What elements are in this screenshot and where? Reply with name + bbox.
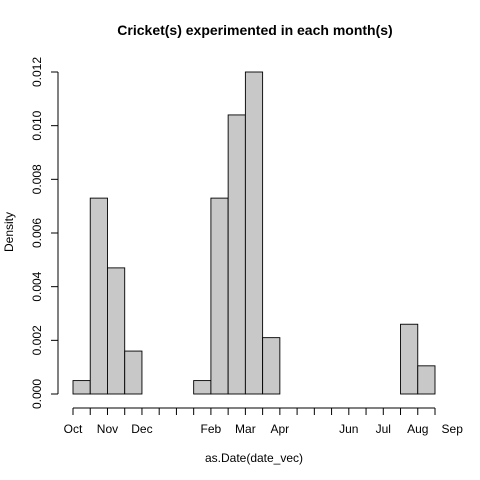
- histogram-bar-9: [227, 114, 246, 395]
- x-tick-label-sep: Sep: [442, 422, 464, 436]
- y-tick-label-3: 0.006: [30, 218, 44, 248]
- x-tick-label-dec: Dec: [131, 422, 152, 436]
- y-axis: 0.000 0.002 0.004 0.006 0.008 0.010 0.012: [30, 57, 59, 409]
- histogram-bar-7: [193, 380, 212, 395]
- histogram-bar-20: [417, 365, 436, 395]
- histogram-bar-2: [107, 267, 126, 395]
- histogram-bar-8: [210, 197, 229, 395]
- x-tick-label-jun: Jun: [339, 422, 358, 436]
- y-tick-label-2: 0.004: [30, 271, 44, 301]
- histogram-bar-1: [89, 197, 108, 395]
- y-tick-label-6: 0.012: [30, 57, 44, 87]
- x-axis-label: as.Date(date_vec): [205, 451, 303, 465]
- x-tick-label-jul: Jul: [376, 422, 391, 436]
- histogram-bar-19: [400, 323, 419, 395]
- y-tick-label-5: 0.010: [30, 110, 44, 140]
- x-tick-label-aug: Aug: [407, 422, 428, 436]
- y-tick-label-1: 0.002: [30, 325, 44, 355]
- histogram-bar-0: [72, 380, 91, 395]
- y-axis-label: Density: [2, 212, 16, 252]
- histogram-bar-10: [244, 71, 264, 395]
- x-tick-label-oct: Oct: [64, 422, 83, 436]
- x-tick-label-feb: Feb: [201, 422, 222, 436]
- bars-group: [72, 71, 436, 395]
- x-tick-label-mar: Mar: [235, 422, 256, 436]
- x-tick-label-apr: Apr: [271, 422, 290, 436]
- x-axis: Oct Nov Dec Feb Mar Apr Jun Jul Aug Sep: [64, 407, 464, 436]
- y-tick-label-4: 0.008: [30, 164, 44, 194]
- histogram-bar-11: [262, 337, 281, 395]
- histogram-bar-3: [124, 350, 143, 395]
- y-tick-label-0: 0.000: [30, 379, 44, 409]
- chart-title: Cricket(s) experimented in each month(s): [117, 22, 392, 38]
- x-tick-label-nov: Nov: [97, 422, 118, 436]
